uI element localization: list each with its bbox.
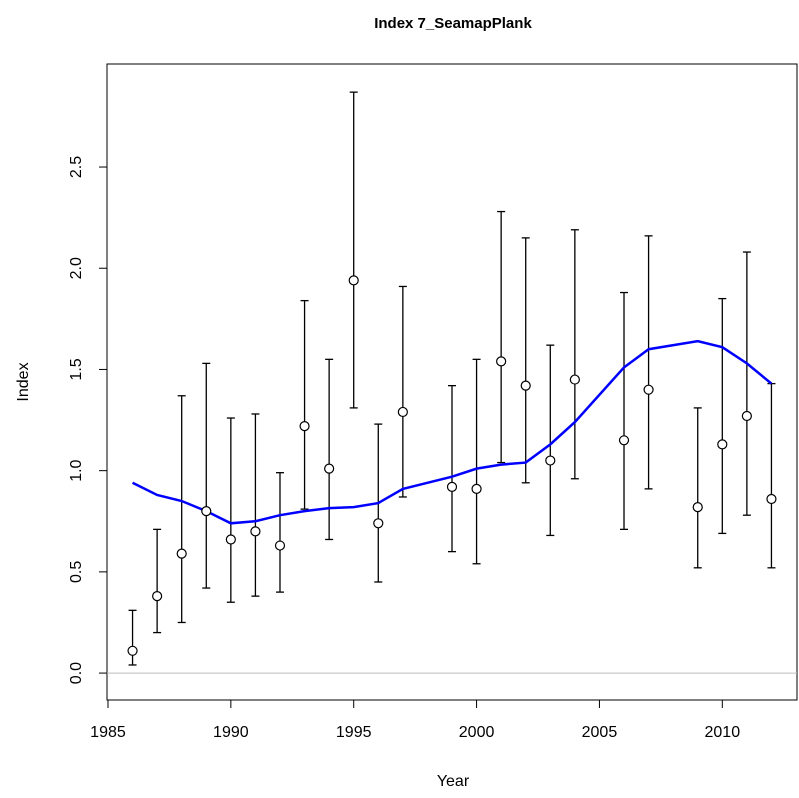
observed-point xyxy=(446,481,458,492)
y-tick-label: 2.5 xyxy=(68,156,85,178)
x-tick-label: 2000 xyxy=(459,724,495,741)
observed-point xyxy=(201,506,212,517)
x-tick-label: 1990 xyxy=(213,724,249,741)
observed-point xyxy=(152,591,163,602)
observed-point xyxy=(324,463,335,474)
observed-point xyxy=(274,540,286,551)
chart-title: Index 7_SeamapPlank xyxy=(374,15,532,32)
y-tick-label: 1.5 xyxy=(68,358,85,380)
x-tick-label: 1985 xyxy=(90,724,126,741)
observed-point xyxy=(250,526,261,537)
observed-point xyxy=(569,374,580,385)
y-tick-label: 2.0 xyxy=(68,257,85,279)
x-tick-label: 2010 xyxy=(705,724,741,741)
observed-point xyxy=(299,421,310,432)
x-tick-label: 2005 xyxy=(582,724,618,741)
observed-point xyxy=(643,384,654,395)
observed-point xyxy=(127,645,138,656)
observed-point xyxy=(471,483,482,494)
y-tick-label: 0.5 xyxy=(68,561,85,583)
fitted-line xyxy=(132,339,773,525)
observed-point xyxy=(225,534,236,545)
observed-point xyxy=(176,548,187,559)
observed-point xyxy=(741,410,752,422)
x-axis-label: Year xyxy=(437,773,470,790)
observed-point xyxy=(373,518,384,529)
observed-point xyxy=(692,501,703,513)
y-tick-label: 0.0 xyxy=(68,662,85,684)
observed-point xyxy=(520,380,531,391)
observed-point xyxy=(545,455,556,466)
observed-point xyxy=(618,435,630,446)
observed-point xyxy=(717,439,728,450)
plot-box xyxy=(106,63,798,701)
observed-point xyxy=(496,356,507,367)
y-tick-label: 1.0 xyxy=(68,459,85,481)
observed-point xyxy=(766,493,777,505)
observed-point xyxy=(348,275,359,286)
y-axis-label: Index xyxy=(15,362,32,401)
x-tick-label: 1995 xyxy=(336,724,372,741)
observed-point xyxy=(397,406,408,418)
